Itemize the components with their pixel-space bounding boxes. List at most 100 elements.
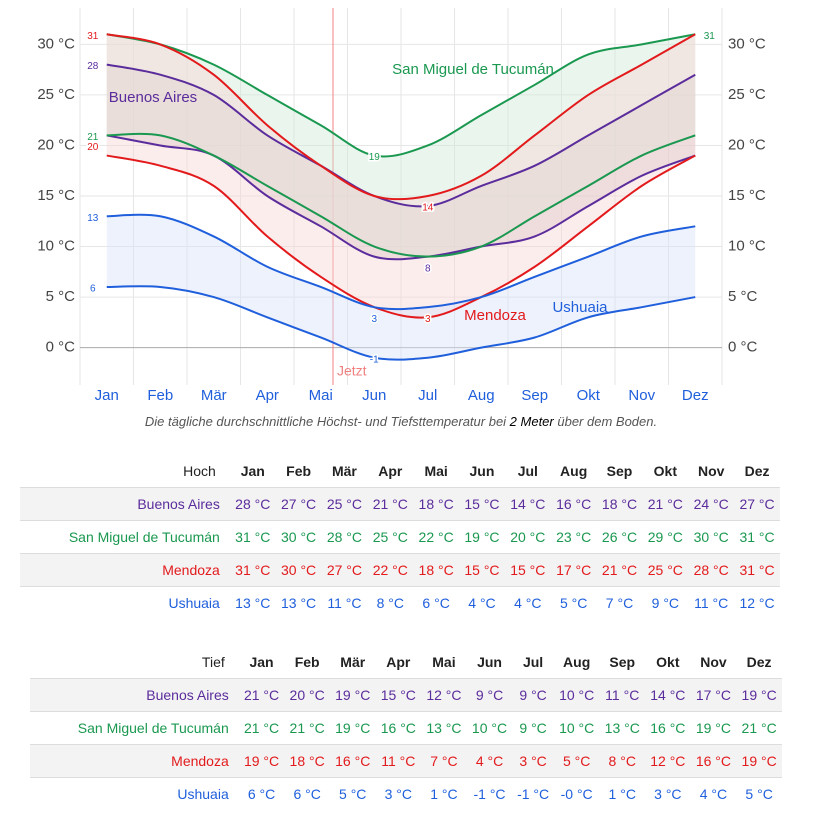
cell: 21 °C [284, 711, 330, 745]
cell: 30 °C [275, 520, 322, 554]
cell: 4 °C [690, 777, 737, 810]
table-row: Buenos Aires 28 °C 27 °C 25 °C 21 °C 18 °C 15 … [20, 487, 780, 521]
cell: 28 °C [229, 487, 276, 521]
x-tick-label: Dez [682, 387, 709, 404]
cell: 12 °C [734, 586, 780, 619]
column-header: Aug [560, 463, 588, 479]
cell: -0 °C [553, 777, 600, 810]
range-band [106, 34, 696, 318]
cell: 21 °C [238, 678, 285, 712]
series-label: San Miguel de Tucumán [392, 61, 554, 78]
table-row: San Miguel de Tucumán 21 °C 21 °C 19 °C 16 °… [30, 711, 782, 745]
cell: 19 °C [690, 711, 737, 745]
cell: 9 °C [642, 586, 689, 619]
cell: 13 °C [421, 711, 467, 745]
column-header: Dez [746, 654, 772, 670]
cell: 22 °C [367, 553, 414, 587]
series-label: Buenos Aires [109, 89, 197, 106]
caption-text: über dem Boden. [554, 414, 657, 429]
column-header: Okt [656, 654, 680, 670]
cell: 9 °C [512, 711, 554, 745]
cell: 13 °C [229, 586, 276, 619]
row-name: Ushuaia [20, 586, 230, 619]
point-label: -1 [370, 354, 379, 365]
column-header: Apr [386, 654, 411, 670]
cell: 16 °C [329, 744, 376, 778]
caption-emphasis: 2 Meter [509, 414, 555, 429]
cell: 23 °C [550, 520, 597, 554]
high-line [106, 213, 696, 311]
row-name: San Miguel de Tucumán [30, 711, 239, 745]
point-label: 14 [422, 203, 434, 214]
series-label: Ushuaia [552, 299, 608, 316]
cell: 10 °C [466, 711, 513, 745]
column-header: Jul [517, 463, 538, 479]
cell: 1 °C [599, 777, 646, 810]
now-label: Jetzt [337, 363, 367, 379]
y-tick-label: 0 °C [46, 339, 76, 356]
row-name: Ushuaia [30, 777, 239, 810]
cell: 18 °C [596, 487, 643, 521]
column-header: Feb [294, 654, 320, 670]
cell: 5 °C [553, 744, 600, 778]
column-header: Jan [249, 654, 274, 670]
cell: 6 °C [238, 777, 285, 810]
cell: 19 °C [459, 520, 505, 554]
y-tick-label: 5 °C [46, 288, 76, 305]
column-header: Mär [331, 463, 357, 479]
row-name: San Miguel de Tucumán [20, 520, 230, 554]
cell: 15 °C [375, 678, 422, 712]
point-label: 13 [87, 213, 99, 224]
table-row: Ushuaia 13 °C 13 °C 11 °C 8 °C 6 °C 4 °C 4 °C 5 … [20, 586, 780, 619]
cell: 21 °C [238, 711, 285, 745]
table-high: Hoch Jan Feb Mär Apr Mai Jun Jul Aug Sep Okt Nov Dez… [20, 455, 780, 619]
point-label: 3 [425, 314, 431, 325]
cell: 27 °C [275, 487, 322, 521]
cell: 9 °C [512, 678, 554, 712]
column-header: Feb [286, 463, 312, 479]
x-tick-label: Okt [577, 387, 601, 404]
cell: 4 °C [504, 586, 551, 619]
range-band [106, 64, 696, 260]
cell: 19 °C [329, 711, 376, 745]
cell: 19 °C [329, 678, 376, 712]
column-header: Sep [606, 463, 633, 479]
table-row: Ushuaia 6 °C 6 °C 5 °C 3 °C 1 °C -1 °C -1 °C -0 … [30, 777, 782, 810]
low-line [106, 132, 696, 258]
cell: 10 °C [553, 711, 600, 745]
cell: 1 °C [421, 777, 467, 810]
cell: 19 °C [736, 744, 782, 778]
point-label: 31 [87, 31, 99, 42]
cell: 3 °C [375, 777, 422, 810]
x-tick-label: Mai [309, 387, 333, 404]
cell: -1 °C [512, 777, 554, 810]
point-label: 3 [371, 314, 377, 325]
y-tick-label-right: 20 °C [728, 136, 766, 153]
table-row: San Miguel de Tucumán 31 °C 30 °C 28 °C 25 °… [20, 520, 780, 554]
cell: 24 °C [688, 487, 735, 521]
caption: Die tägliche durchschnittliche Höchst- u… [145, 414, 657, 429]
caption-text: Die tägliche durchschnittliche Höchst- u… [145, 414, 510, 429]
row-name: Mendoza [30, 744, 239, 778]
cell: 13 °C [275, 586, 322, 619]
cell: 27 °C [734, 487, 780, 521]
cell: 20 °C [504, 520, 551, 554]
point-label: 8 [425, 263, 431, 274]
cell: 6 °C [284, 777, 330, 810]
cell: 6 °C [413, 586, 460, 619]
cell: 25 °C [642, 553, 689, 587]
y-tick-label: 25 °C [37, 86, 75, 103]
point-label: 28 [87, 61, 99, 72]
cell: 18 °C [413, 487, 460, 521]
column-header: Nov [700, 654, 727, 670]
column-header: Okt [653, 463, 678, 479]
point-label: 19 [369, 152, 381, 163]
column-header: Jun [469, 463, 495, 479]
series-label: Mendoza [464, 307, 526, 324]
cell: 11 °C [375, 744, 422, 778]
low-line [106, 154, 696, 319]
y-tick-label-right: 15 °C [728, 187, 766, 204]
column-header: Nov [697, 463, 725, 479]
cell: 12 °C [421, 678, 467, 712]
